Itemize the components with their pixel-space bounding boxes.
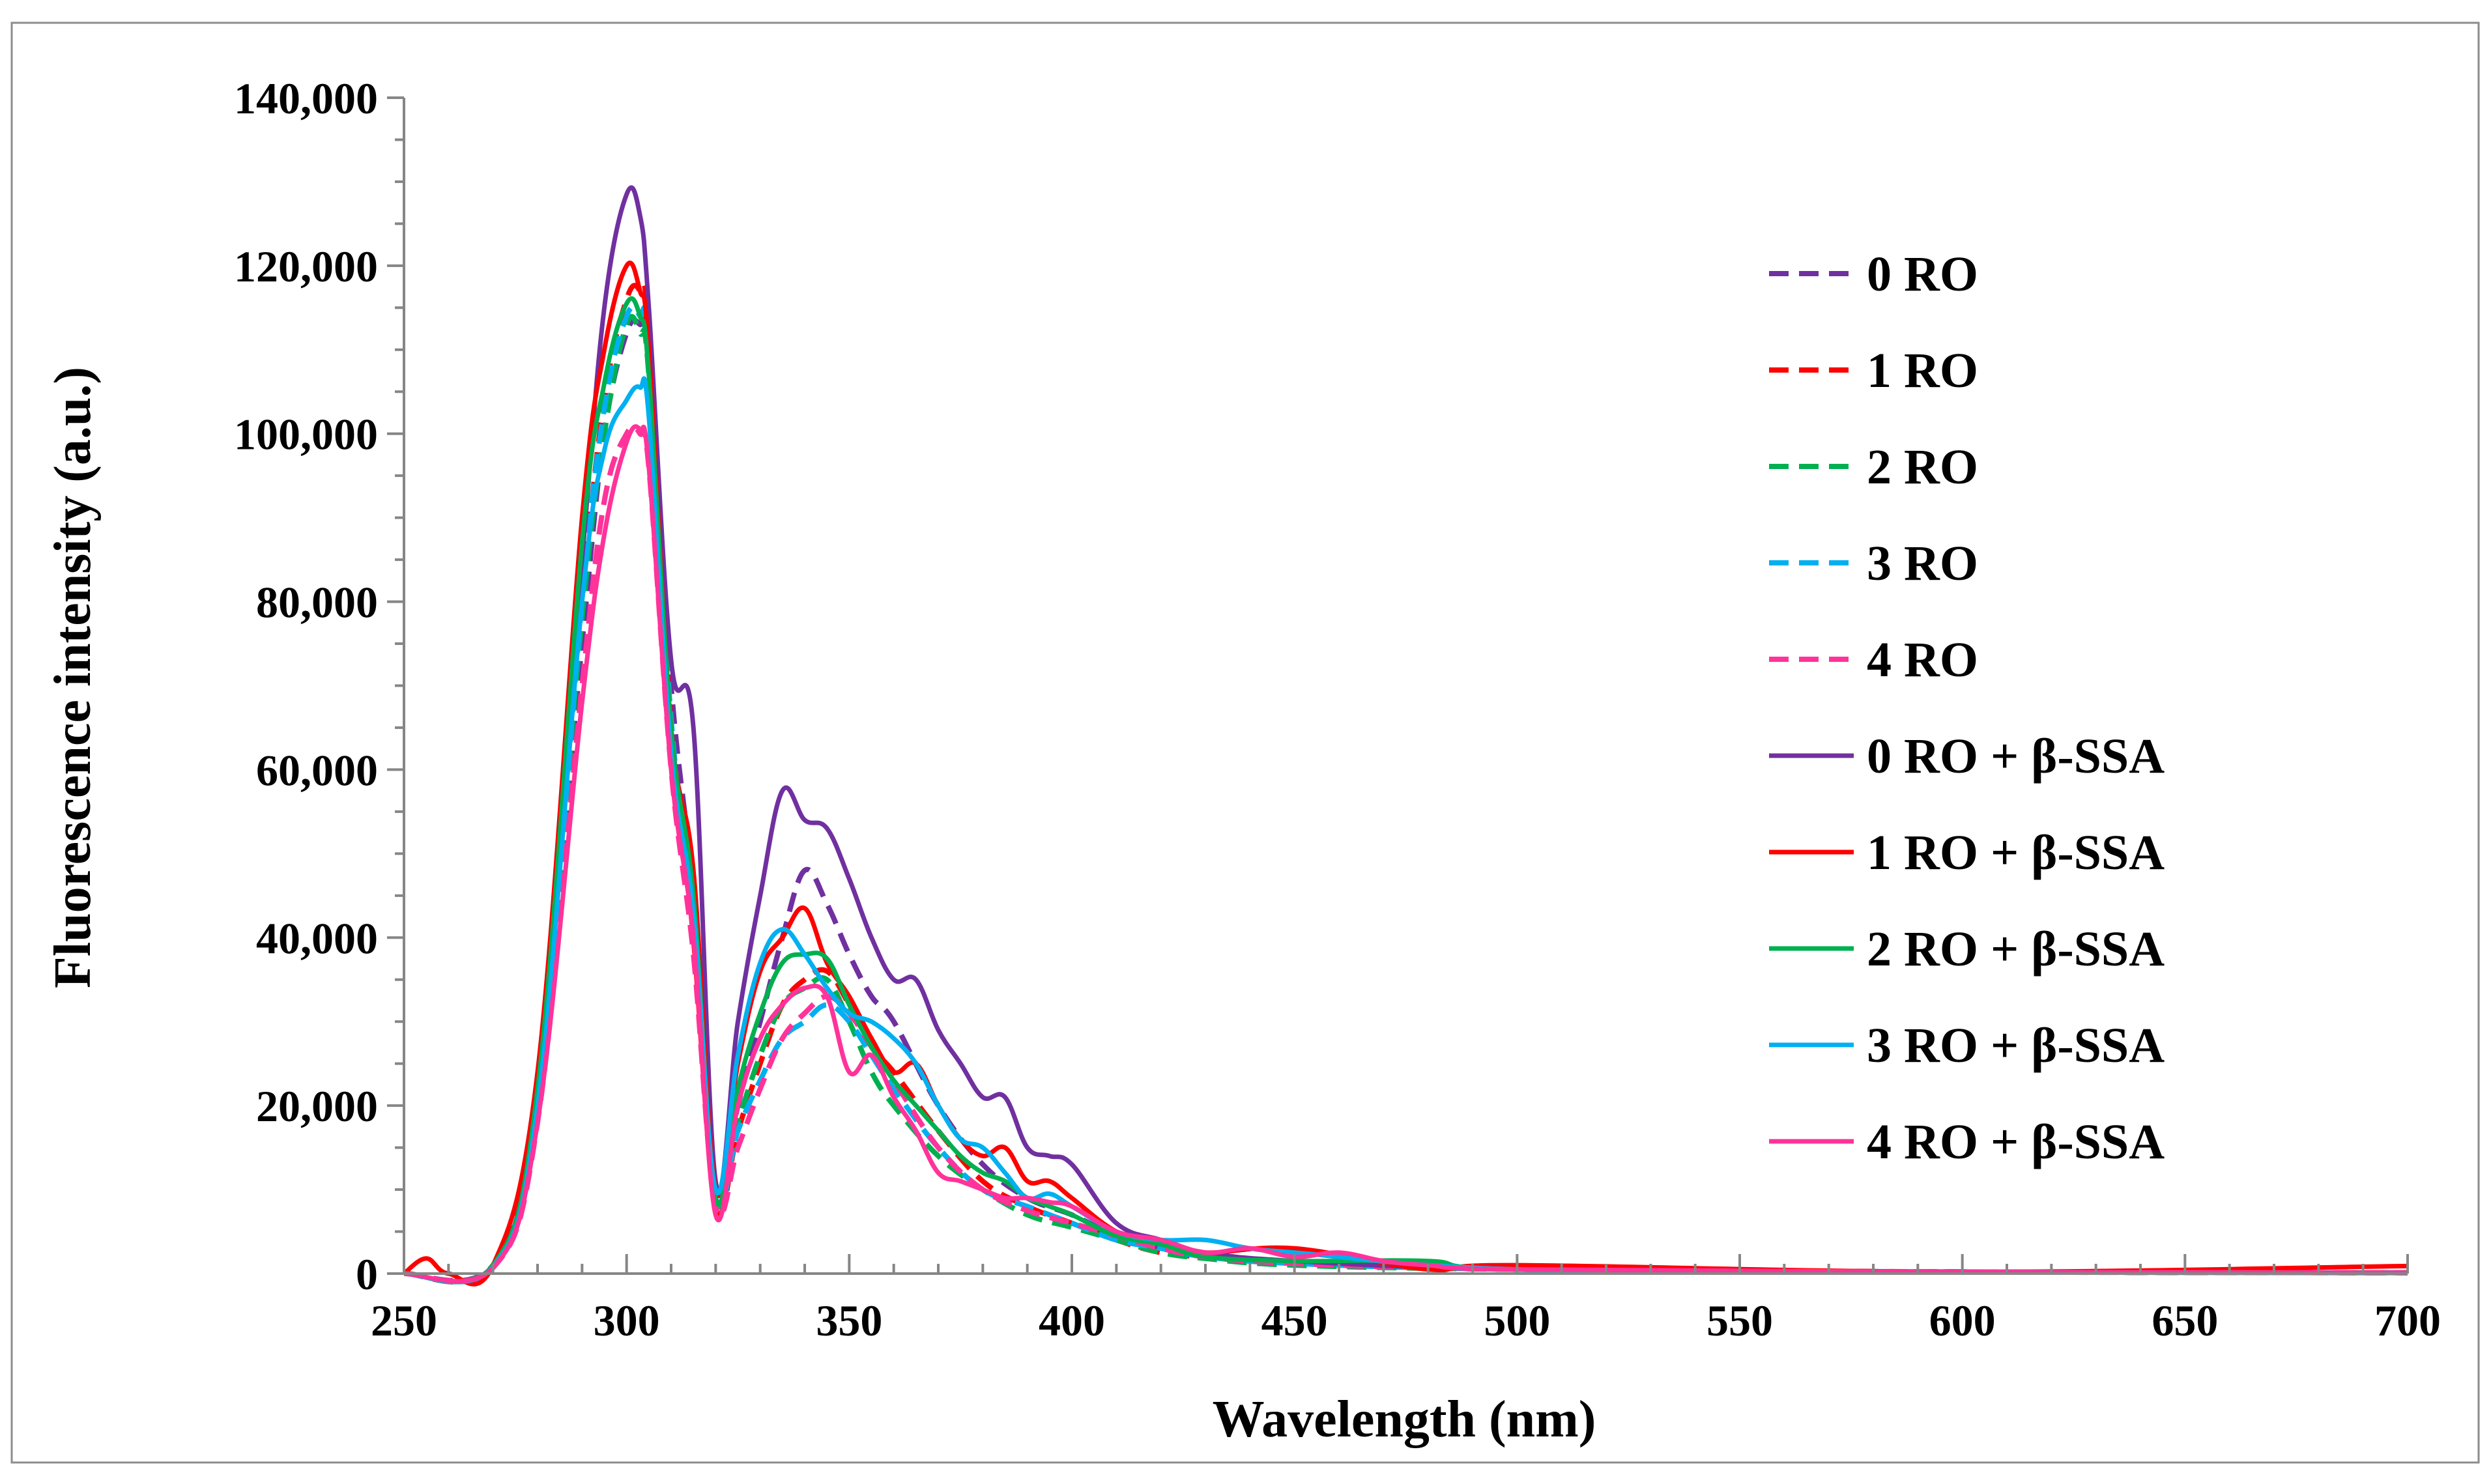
x-tick-label: 650 (2152, 1296, 2218, 1345)
y-tick-label: 120,000 (234, 242, 378, 291)
x-tick-label: 250 (371, 1296, 437, 1345)
legend-label-7: 2 RO + β-SSA (1867, 922, 2165, 977)
y-tick-label: 80,000 (256, 578, 378, 627)
legend-label-6: 1 RO + β-SSA (1867, 825, 2165, 880)
legend-label-9: 4 RO + β-SSA (1867, 1115, 2165, 1169)
legend-label-5: 0 RO + β-SSA (1867, 729, 2165, 784)
y-tick-label: 0 (356, 1249, 378, 1299)
x-tick-label: 350 (816, 1296, 882, 1345)
y-tick-label: 40,000 (256, 913, 378, 963)
y-tick-label: 140,000 (234, 74, 378, 123)
x-tick-label: 300 (594, 1296, 660, 1345)
x-tick-label: 550 (1706, 1296, 1773, 1345)
legend-label-1: 1 RO (1867, 343, 1978, 398)
legend-label-2: 2 RO (1867, 440, 1978, 494)
x-tick-label: 400 (1039, 1296, 1105, 1345)
x-tick-label: 700 (2374, 1296, 2441, 1345)
x-tick-label: 450 (1261, 1296, 1328, 1345)
y-tick-label: 60,000 (256, 745, 378, 795)
figure-border (10, 21, 2480, 1464)
ticks-group: 0 20,000 40,000 60,000 80,000 100,000 120,000 1… (234, 74, 2441, 1345)
series-line-9 (403, 424, 2408, 1284)
legend-label-8: 3 RO + β-SSA (1867, 1018, 2165, 1073)
y-axis-title: Fluorescence intensity (a.u.) (44, 367, 102, 988)
x-tick-label: 500 (1484, 1296, 1550, 1345)
legend-label-3: 3 RO (1867, 536, 1978, 591)
series-line-6 (402, 261, 2408, 1287)
legend: 0 RO 1 RO 2 RO 3 RO 4 RO 0 RO + β-SSA 1 RO + β… (1769, 247, 2165, 1169)
y-tick-label: 20,000 (256, 1081, 378, 1131)
legend-label-0: 0 RO (1867, 247, 1978, 302)
x-tick-label: 600 (1929, 1296, 1996, 1345)
y-tick-label: 100,000 (234, 410, 378, 459)
x-axis-title: Wavelength (nm) (1213, 1391, 1596, 1448)
legend-label-4: 4 RO (1867, 633, 1978, 687)
series-line-5 (403, 185, 2408, 1285)
